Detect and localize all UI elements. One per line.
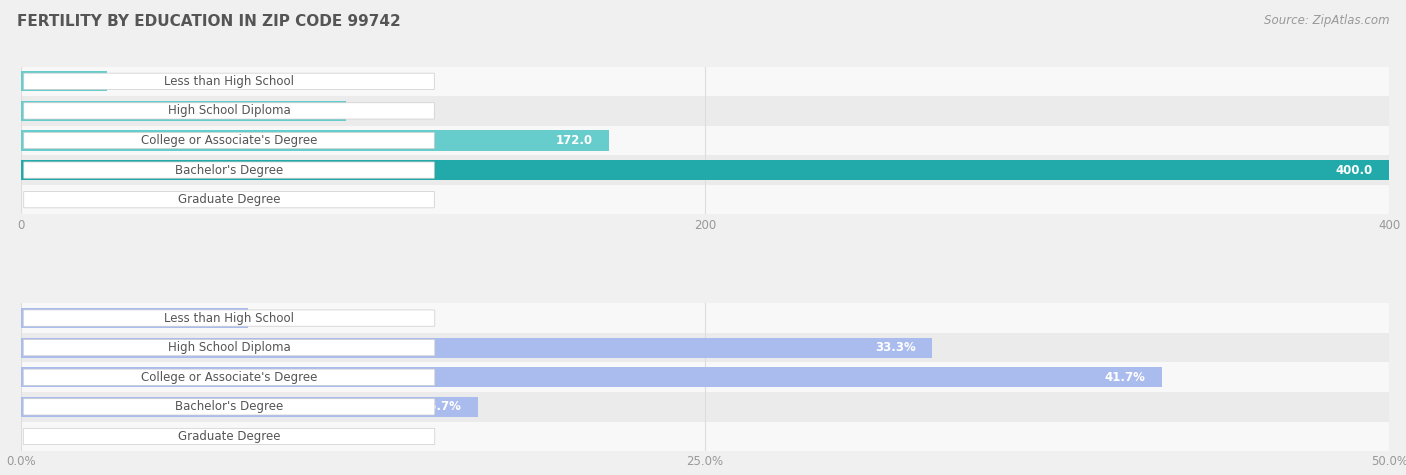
Text: 33.3%: 33.3% xyxy=(875,341,915,354)
Text: FERTILITY BY EDUCATION IN ZIP CODE 99742: FERTILITY BY EDUCATION IN ZIP CODE 99742 xyxy=(17,14,401,29)
Text: 41.7%: 41.7% xyxy=(1105,371,1146,384)
Bar xyxy=(21,367,1161,387)
Bar xyxy=(21,338,932,358)
Text: Less than High School: Less than High School xyxy=(165,75,294,88)
Bar xyxy=(21,71,107,91)
Text: High School Diploma: High School Diploma xyxy=(167,104,291,117)
Text: Source: ZipAtlas.com: Source: ZipAtlas.com xyxy=(1264,14,1389,27)
Text: High School Diploma: High School Diploma xyxy=(167,341,291,354)
Bar xyxy=(21,185,1389,215)
Text: 95.0: 95.0 xyxy=(301,104,329,117)
Text: 172.0: 172.0 xyxy=(555,134,593,147)
Text: 400.0: 400.0 xyxy=(1336,163,1372,177)
Text: 0.0%: 0.0% xyxy=(38,430,67,443)
FancyBboxPatch shape xyxy=(24,191,434,208)
Text: Graduate Degree: Graduate Degree xyxy=(177,430,280,443)
FancyBboxPatch shape xyxy=(24,369,434,385)
Text: 16.7%: 16.7% xyxy=(420,400,461,413)
Bar xyxy=(21,155,1389,185)
Text: Less than High School: Less than High School xyxy=(165,312,294,324)
FancyBboxPatch shape xyxy=(24,428,434,445)
FancyBboxPatch shape xyxy=(24,399,434,415)
Bar xyxy=(21,66,1389,96)
Bar xyxy=(21,303,1389,333)
Text: College or Associate's Degree: College or Associate's Degree xyxy=(141,371,318,384)
Bar xyxy=(21,422,1389,451)
Text: 8.3%: 8.3% xyxy=(200,312,232,324)
Text: 0.0: 0.0 xyxy=(38,193,56,206)
FancyBboxPatch shape xyxy=(24,133,434,149)
FancyBboxPatch shape xyxy=(24,103,434,119)
Bar xyxy=(21,392,1389,422)
Text: College or Associate's Degree: College or Associate's Degree xyxy=(141,134,318,147)
Bar xyxy=(21,362,1389,392)
FancyBboxPatch shape xyxy=(24,340,434,356)
Bar xyxy=(21,160,1389,180)
Bar xyxy=(21,397,478,417)
Text: Bachelor's Degree: Bachelor's Degree xyxy=(174,400,283,413)
Bar xyxy=(21,333,1389,362)
FancyBboxPatch shape xyxy=(24,310,434,326)
Text: Graduate Degree: Graduate Degree xyxy=(177,193,280,206)
Bar xyxy=(21,308,249,328)
Text: 25.0: 25.0 xyxy=(122,75,149,88)
Bar xyxy=(21,96,1389,126)
Bar xyxy=(21,101,346,121)
Text: Bachelor's Degree: Bachelor's Degree xyxy=(174,163,283,177)
Bar xyxy=(21,131,609,151)
Bar xyxy=(21,126,1389,155)
FancyBboxPatch shape xyxy=(24,73,434,89)
FancyBboxPatch shape xyxy=(24,162,434,178)
